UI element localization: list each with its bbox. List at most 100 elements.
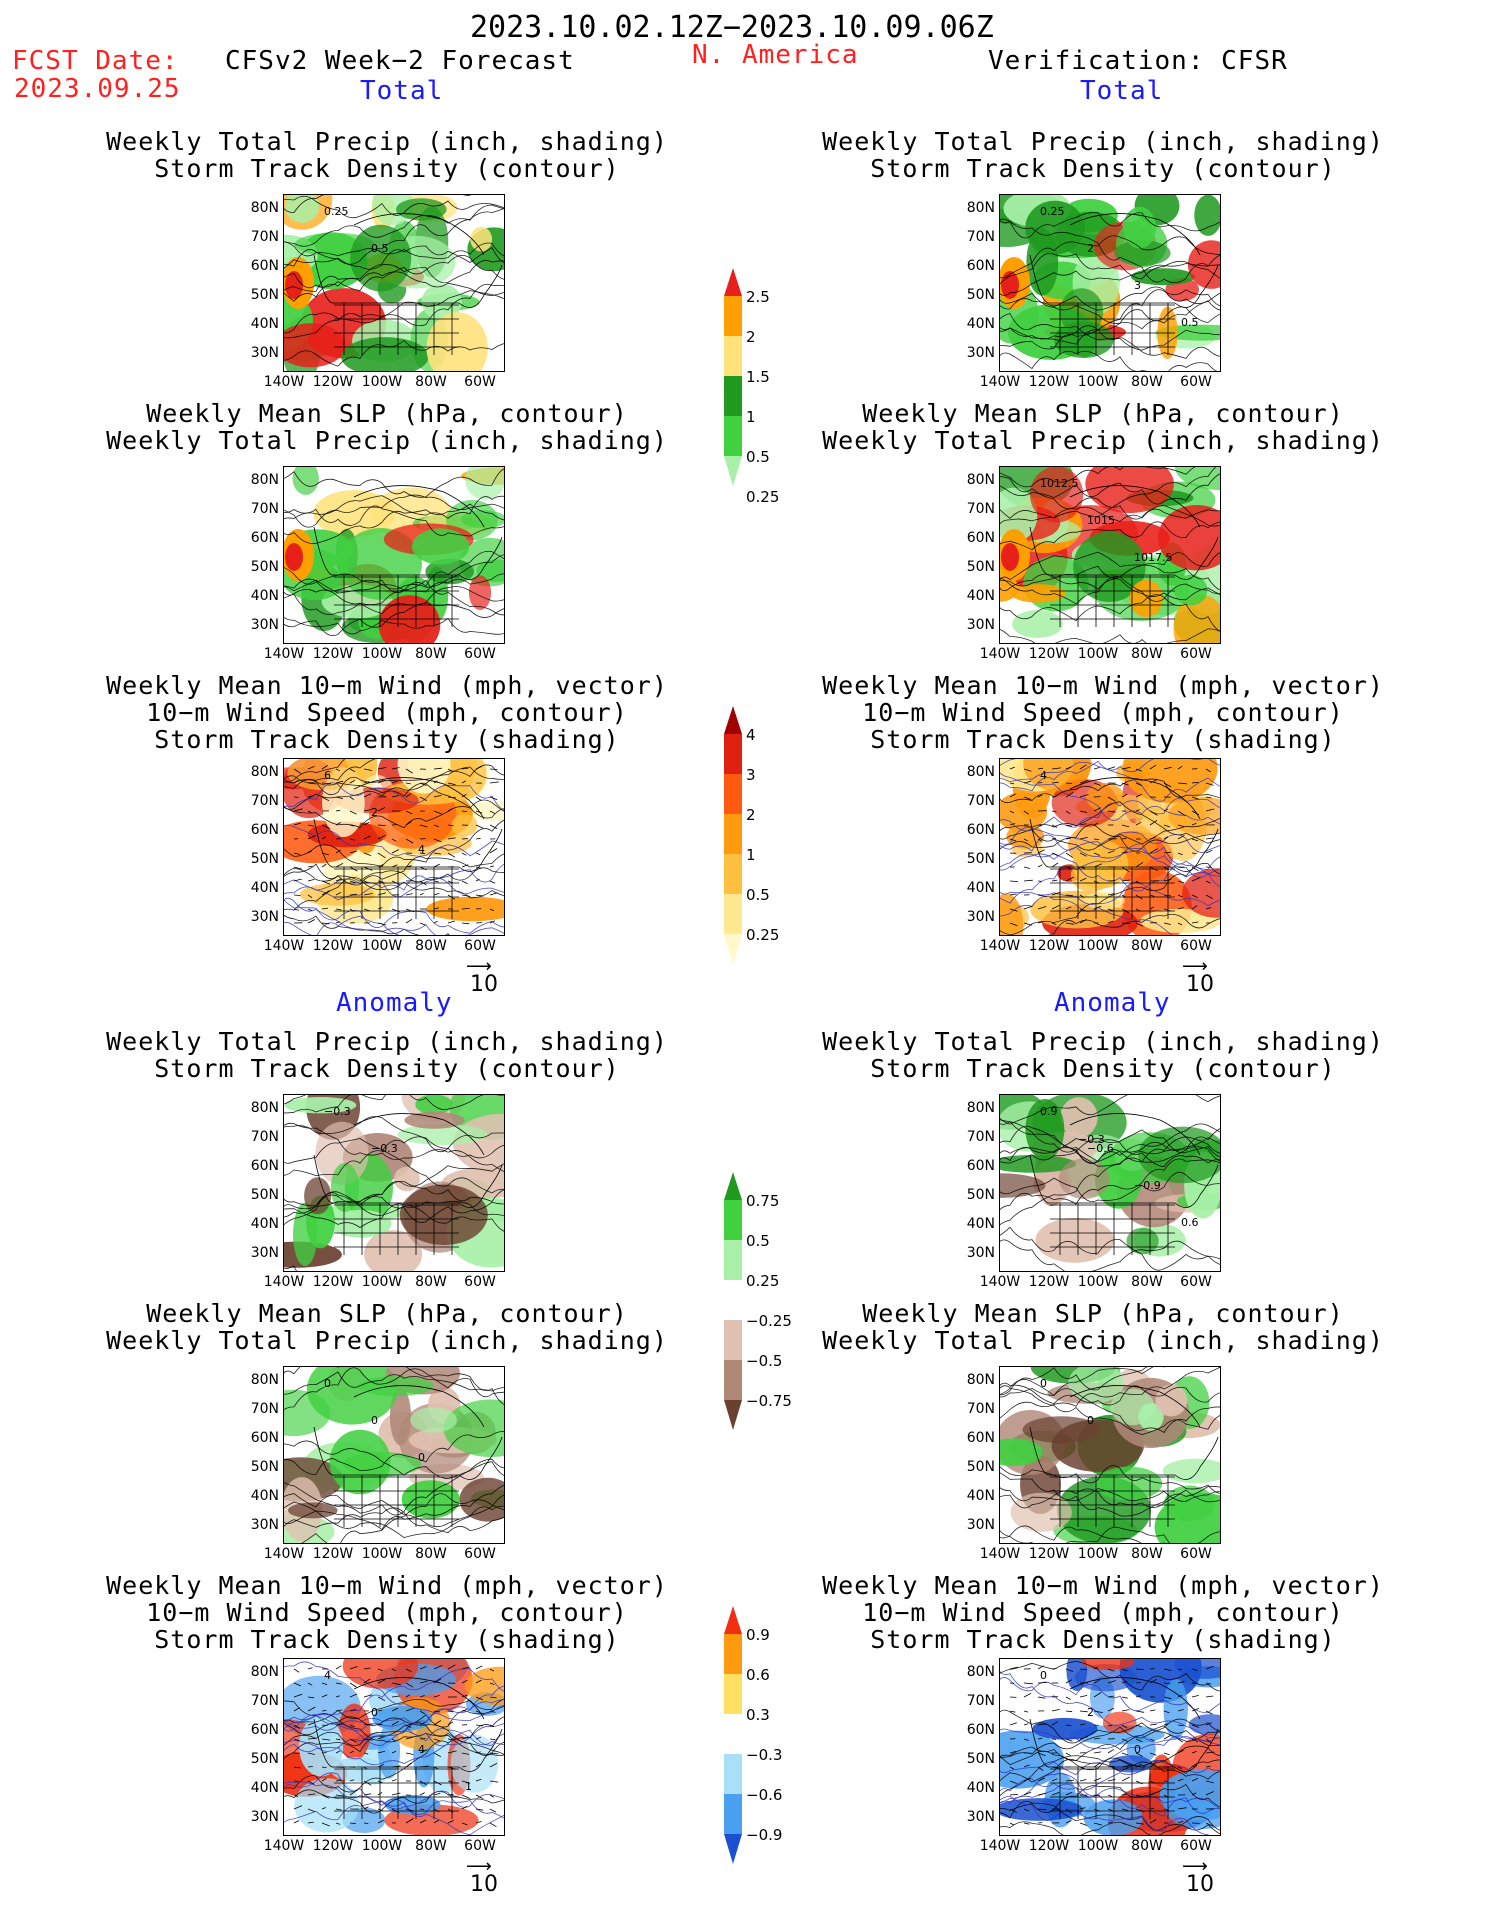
contour-line	[284, 1661, 504, 1721]
total-label-left: Total	[360, 76, 444, 106]
lon-tick-label: 100W	[361, 1838, 403, 1854]
contour-line	[284, 602, 504, 637]
contour-line	[1000, 573, 1220, 601]
shading-region	[1035, 1217, 1115, 1263]
wind-vectors	[293, 1664, 499, 1828]
colorbar-label: 1.5	[746, 368, 770, 386]
shading-region	[397, 759, 451, 794]
contour-line	[284, 1772, 504, 1810]
colorbar-label: 0.25	[746, 488, 780, 506]
contour-line	[1000, 834, 1220, 887]
colorbar-label: 3	[746, 766, 756, 784]
shading-region	[465, 467, 504, 500]
shading-region	[313, 490, 396, 537]
anomaly-label-left: Anomaly	[336, 988, 453, 1018]
contour-line	[284, 764, 504, 796]
shading-region	[288, 1502, 338, 1519]
contour-line	[1000, 1746, 1220, 1780]
lat-tick-label: 60N	[250, 530, 279, 546]
lon-tick-label: 120W	[312, 938, 354, 954]
contour-label: 0	[371, 1706, 378, 1719]
wind-vectors	[1009, 1665, 1215, 1827]
colorbar-segment	[724, 1714, 742, 1754]
title-line: Weekly Total Precip (inch, shading)	[822, 127, 1384, 156]
title-line: Weekly Total Precip (inch, shading)	[106, 1027, 668, 1056]
shading-region	[397, 1124, 488, 1145]
map-canvas: 00	[1000, 1367, 1220, 1543]
lat-tick-label: 60N	[250, 822, 279, 838]
contour-line	[1000, 1728, 1220, 1749]
title-line: Weekly Total Precip (inch, shading)	[822, 1027, 1384, 1056]
colorbar-label: −0.6	[746, 1786, 783, 1804]
colorbar-segment	[724, 894, 742, 934]
lon-tick-label: 140W	[979, 646, 1021, 662]
contour-line	[1000, 594, 1220, 632]
contour-line	[284, 1440, 504, 1480]
colorbar-cap	[724, 268, 742, 296]
contour-line	[1000, 1487, 1220, 1502]
lat-tick-label: 30N	[966, 909, 995, 925]
shading-region	[350, 224, 412, 292]
lat-tick-label: 50N	[250, 851, 279, 867]
contour-line	[1000, 467, 1196, 488]
contour-line	[284, 503, 504, 545]
lat-tick-label: 50N	[250, 1187, 279, 1203]
contour-line	[284, 1714, 504, 1746]
contour-label: 2	[1087, 1706, 1094, 1719]
contour-line	[284, 1716, 504, 1756]
title-line: Storm Track Density (contour)	[154, 1054, 620, 1083]
title-line: Storm Track Density (shading)	[870, 1625, 1336, 1654]
contour-label: 0	[1040, 1377, 1047, 1390]
lat-tick-label: 70N	[250, 1693, 279, 1709]
contour-line	[284, 915, 401, 935]
title-fc-precip-total: Weekly Total Precip (inch, shading) Stor…	[67, 128, 707, 182]
shading-region	[1114, 240, 1171, 266]
lat-tick-label: 60N	[250, 1430, 279, 1446]
lat-tick-label: 40N	[250, 588, 279, 604]
vector-ref-value: 10	[470, 1872, 498, 1897]
lon-tick-label: 120W	[1028, 1546, 1070, 1562]
lon-tick-label: 80W	[1131, 646, 1163, 662]
lon-tick-label: 60W	[464, 374, 496, 390]
contour-line	[284, 578, 504, 616]
contour-label: 0.25	[1040, 205, 1065, 218]
contour-label: 0	[1087, 1414, 1094, 1427]
contour-line	[1000, 1671, 1220, 1739]
total-label-right: Total	[1080, 76, 1164, 106]
contour-line	[1000, 1525, 1165, 1543]
lat-tick-label: 50N	[966, 1751, 995, 1767]
lat-tick-label: 70N	[250, 501, 279, 517]
lon-tick-label: 80W	[1131, 1546, 1163, 1562]
shading-region	[285, 195, 320, 223]
arrow-right-icon: ⟶	[466, 956, 492, 977]
lat-tick-label: 80N	[966, 1100, 995, 1116]
shading-region	[299, 1716, 344, 1777]
colorbar-segment	[724, 296, 742, 336]
contour-line	[284, 1203, 504, 1232]
contour-line	[1000, 1239, 1220, 1271]
contour-label: 0	[324, 1377, 331, 1390]
lon-tick-label: 60W	[1180, 646, 1212, 662]
arrow-right-icon: ⟶	[1182, 956, 1208, 977]
lat-tick-label: 70N	[966, 501, 995, 517]
shading-region	[1001, 543, 1019, 571]
contour-label: 0.9	[1040, 1105, 1058, 1118]
contour-label: 2	[1087, 242, 1094, 255]
contour-line	[1000, 1465, 1220, 1494]
contour-line	[1000, 476, 1220, 520]
lat-tick-label: 30N	[250, 345, 279, 361]
lat-tick-label: 50N	[966, 1187, 995, 1203]
lon-tick-label: 120W	[1028, 1274, 1070, 1290]
lon-tick-label: 120W	[312, 1274, 354, 1290]
title-ob-precip-total: Weekly Total Precip (inch, shading) Stor…	[783, 128, 1423, 182]
lon-tick-label: 60W	[1180, 1274, 1212, 1290]
contour-line	[1000, 778, 1220, 804]
lat-tick-label: 60N	[966, 1430, 995, 1446]
contour-line	[1000, 1759, 1220, 1804]
contour-line	[1000, 824, 1220, 852]
lat-tick-label: 60N	[250, 1722, 279, 1738]
contour-line	[284, 290, 504, 339]
title-ob-wind-anom: Weekly Mean 10−m Wind (mph, vector) 10−m…	[783, 1572, 1423, 1653]
shading-region	[410, 1407, 457, 1433]
contour-line	[284, 616, 504, 635]
